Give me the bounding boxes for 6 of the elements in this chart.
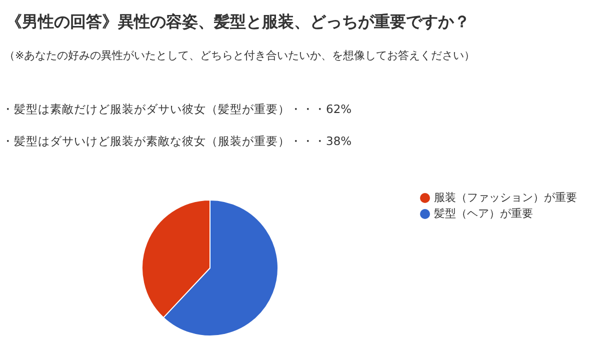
chart-subtitle: （※あなたの好みの異性がいたとして、どちらと付き合いたいか、を想像してお答えください）	[4, 48, 476, 63]
legend-label: 服装（ファッション）が重要	[434, 191, 577, 204]
chart-title: 《男性の回答》異性の容姿、髪型と服装、どっちが重要ですか？	[6, 12, 470, 33]
legend-label: 髪型（ヘア）が重要	[434, 207, 533, 220]
text: ・髪型はダサいけど服装が素敵な彼女（服装が重要）・・・38%	[2, 134, 352, 149]
text: ・髪型は素敵だけど服装がダサい彼女（髪型が重要）・・・62%	[2, 102, 352, 117]
